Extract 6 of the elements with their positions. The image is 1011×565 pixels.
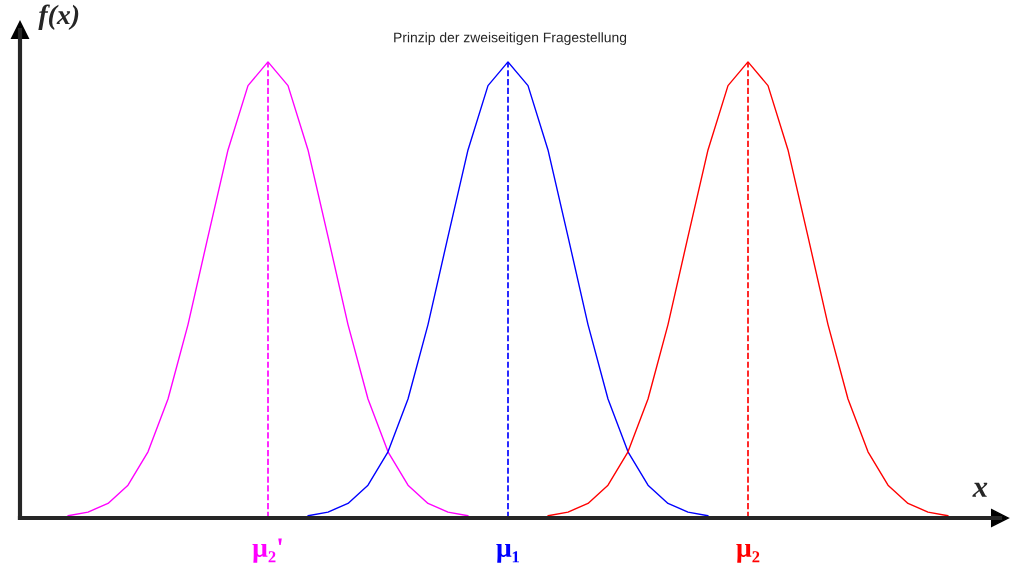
x-tick-label: μ₂' [252, 538, 282, 563]
x-axis-title: x [972, 482, 988, 497]
x-tick-label: μ₂ [736, 543, 760, 563]
x-tick-label: μ₁ [496, 543, 519, 563]
chart-title: Prinzip der zweiseitigen Fragestellung [394, 32, 627, 46]
y-axis-title: f(x) [38, 4, 79, 30]
